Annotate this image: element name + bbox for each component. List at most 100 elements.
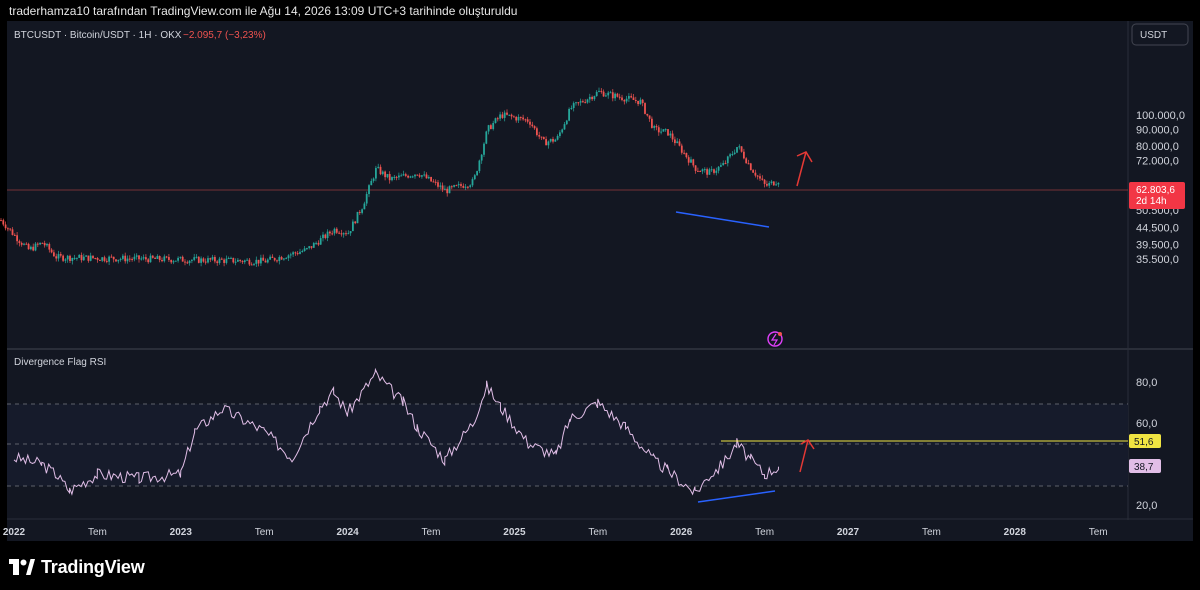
- candle-body: [584, 102, 587, 104]
- candle-series: [0, 87, 780, 267]
- rsi-badge-yellow: 51,6: [1134, 437, 1154, 448]
- candle-body: [492, 123, 495, 130]
- candle-body: [230, 257, 232, 259]
- candle-body: [0, 220, 2, 222]
- candle-body: [540, 136, 543, 138]
- candle-body: [110, 256, 113, 258]
- candle-body: [352, 221, 354, 232]
- rsi-up-arrow[interactable]: [799, 439, 815, 473]
- candle-body: [225, 258, 228, 263]
- candle-body: [269, 256, 271, 260]
- candle-body: [20, 242, 23, 245]
- candle-body: [437, 182, 439, 187]
- candle-body: [149, 255, 152, 263]
- candle-body: [487, 125, 490, 132]
- candle-body: [743, 151, 745, 159]
- candle-body: [186, 262, 189, 264]
- candle-body: [669, 133, 672, 136]
- candle-body: [407, 175, 409, 178]
- change-text: −2.095,7 (−3,23%): [183, 30, 266, 41]
- candle-body: [174, 260, 177, 262]
- candle-body: [331, 233, 334, 235]
- candle-body: [676, 141, 679, 144]
- candle-body: [664, 129, 667, 131]
- candle-body: [736, 147, 738, 153]
- candle-body: [361, 209, 363, 213]
- candle-body: [289, 254, 292, 256]
- candle-body: [749, 163, 752, 171]
- candle-body: [53, 252, 55, 257]
- candle-body: [184, 261, 186, 263]
- candle-body: [611, 92, 614, 99]
- price-divergence-line[interactable]: [675, 211, 770, 228]
- candle-body: [108, 256, 110, 262]
- candle-body: [754, 172, 757, 176]
- candle-body: [759, 176, 761, 179]
- rsi-axis[interactable]: 80,0 60,0 20,0: [1136, 377, 1157, 512]
- candle-body: [372, 178, 375, 181]
- candle-body: [605, 95, 607, 97]
- currency-button-bg[interactable]: [1131, 23, 1189, 46]
- candle-body: [577, 102, 580, 104]
- candle-body: [315, 242, 317, 244]
- price-up-arrow[interactable]: [796, 151, 813, 187]
- candle-body: [69, 255, 71, 262]
- candle-body: [103, 257, 106, 261]
- chart-svg[interactable]: BTCUSDT · Bitcoin/USDT · 1H · OKX −2.095…: [0, 0, 1200, 545]
- countdown: 2d 14h: [1136, 196, 1167, 207]
- candle-body: [156, 256, 159, 259]
- time-tick-label: Tem: [588, 527, 607, 538]
- candle-body: [630, 96, 633, 98]
- candle-body: [398, 175, 400, 178]
- candle-body: [94, 258, 97, 260]
- candle-body: [476, 171, 478, 176]
- candle-body: [531, 124, 534, 127]
- candle-body: [439, 185, 442, 187]
- candle-body: [384, 171, 386, 178]
- candle-body: [207, 258, 209, 263]
- candle-body: [444, 188, 446, 190]
- tradingview-logo[interactable]: TradingView: [9, 556, 145, 578]
- rsi-divergence-line[interactable]: [697, 490, 776, 503]
- currency-button[interactable]: USDT: [1140, 30, 1167, 41]
- candle-body: [726, 156, 729, 164]
- candle-body: [260, 257, 262, 264]
- candle-body: [462, 185, 465, 188]
- candle-body: [519, 116, 522, 118]
- attribution-bar: traderhamza10 tarafından TradingView.com…: [0, 0, 1200, 22]
- candle-body: [340, 233, 343, 235]
- candle-body: [733, 152, 736, 155]
- candle-body: [694, 165, 697, 171]
- candle-body: [214, 257, 216, 262]
- candle-body: [220, 258, 223, 260]
- time-tick-label: Tem: [255, 527, 274, 538]
- candle-body: [292, 252, 294, 255]
- candle-body: [232, 257, 235, 263]
- candle-body: [73, 257, 76, 259]
- candle-body: [62, 255, 64, 261]
- candle-body: [227, 258, 230, 260]
- candle-body: [715, 170, 718, 173]
- candle-body: [432, 181, 435, 183]
- candle-body: [747, 163, 750, 165]
- candle-body: [301, 251, 304, 253]
- candle-body: [375, 167, 377, 179]
- candle-body: [76, 257, 78, 259]
- candle-body: [294, 252, 297, 254]
- candle-body: [154, 257, 156, 259]
- candle-body: [542, 137, 545, 140]
- candle-body: [687, 157, 690, 163]
- candle-body: [414, 174, 416, 177]
- candle-body: [218, 258, 221, 263]
- candle-body: [115, 259, 117, 262]
- candle-body: [404, 174, 407, 176]
- candle-body: [168, 257, 170, 260]
- time-axis[interactable]: 2022 Tem 2023 Tem 2024 Tem 2025 Tem 2026 Tem 2027 T…: [3, 527, 1108, 538]
- lightning-icon[interactable]: [767, 331, 783, 347]
- candle-body: [720, 165, 722, 167]
- candle-body: [485, 131, 488, 144]
- candle-body: [105, 260, 108, 262]
- candle-body: [216, 261, 219, 263]
- price-tick-label: 80.000,0: [1136, 141, 1179, 153]
- candle-body: [418, 175, 421, 177]
